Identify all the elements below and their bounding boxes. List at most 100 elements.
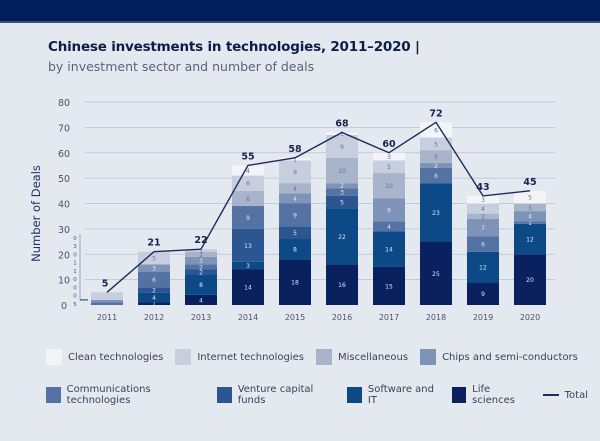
legend-item-internet: Internet technologies — [175, 349, 304, 365]
segment-label: 10 — [385, 183, 393, 190]
segment-label: 25 — [432, 271, 440, 278]
segment-label: 1 — [152, 301, 156, 308]
y-tick-label: 50 — [58, 174, 70, 185]
breakdown-label: 0 — [73, 294, 77, 300]
segment-label: 5 — [152, 256, 156, 263]
bar-segment — [279, 183, 311, 194]
bar-segment — [91, 292, 123, 300]
y-tick-label: 80 — [58, 98, 70, 109]
segment-label: 9 — [340, 144, 344, 151]
bar-segment — [138, 287, 170, 293]
legend-item-life: Life sciences — [451, 384, 531, 406]
bar-segment — [514, 254, 546, 305]
bar-segment — [185, 249, 217, 252]
segment-label: 1 — [528, 220, 532, 227]
legend-item-vc: Venture capital funds — [217, 384, 335, 406]
bar-segment — [232, 228, 264, 262]
legend-item-misc: Miscellaneous — [315, 349, 408, 365]
segment-label: 3 — [528, 205, 532, 212]
total-label: 21 — [147, 238, 160, 249]
total-label: 72 — [429, 108, 442, 119]
bar-segment — [232, 269, 264, 305]
segment-label: 6 — [246, 196, 250, 203]
bar-segment — [373, 152, 405, 161]
total-label: 45 — [523, 177, 536, 188]
bar-segment — [420, 167, 452, 184]
segment-label: 5 — [434, 154, 438, 161]
legend-swatch — [420, 349, 437, 365]
segment-label: 23 — [432, 210, 440, 217]
bar-segment — [232, 190, 264, 207]
bar-segment — [373, 198, 405, 222]
legend-swatch — [46, 387, 61, 403]
segment-label: 4 — [293, 186, 297, 193]
segment-label: 4 — [199, 297, 203, 304]
breakdown-label: 1 — [73, 261, 77, 267]
legend-label: Total — [564, 389, 588, 401]
segment-label: 1 — [293, 157, 297, 164]
x-tick-label: 2015 — [285, 313, 305, 322]
bar-segment — [279, 259, 311, 305]
segment-label: 5 — [528, 195, 532, 202]
total-label: 55 — [241, 151, 254, 162]
segment-label: 4 — [481, 206, 485, 213]
breakdown-label: 0 — [73, 285, 77, 291]
bar-segment — [467, 218, 499, 237]
breakdown-label: 3 — [73, 244, 77, 250]
segment-label: 4 — [152, 295, 156, 302]
x-tick-label: 2020 — [520, 313, 540, 322]
bar-segment — [373, 221, 405, 232]
legend-item-software: Software and IT — [347, 384, 439, 406]
segment-label: 6 — [434, 173, 438, 180]
segment-label: 3 — [387, 154, 391, 161]
segment-label: 14 — [244, 285, 252, 292]
bar-segment — [185, 251, 217, 257]
bar-segment — [467, 251, 499, 283]
segment-label: 2 — [199, 264, 203, 271]
bar-segment — [91, 299, 123, 303]
y-tick-label: 70 — [58, 123, 70, 134]
bar-segment — [420, 241, 452, 305]
segment-label: 9 — [387, 207, 391, 214]
bar-segment — [514, 221, 546, 224]
x-tick-label: 2018 — [426, 313, 446, 322]
total-label: 58 — [288, 144, 302, 155]
segment-label: 3 — [152, 266, 156, 273]
legend-swatch — [451, 387, 467, 403]
legend-label: Life sciences — [472, 384, 515, 406]
segment-label: 6 — [434, 127, 438, 134]
y-tick-label: 40 — [58, 200, 70, 211]
legend-swatch — [315, 349, 332, 365]
segment-label: 3 — [199, 258, 203, 265]
breakdown-label: 0 — [73, 277, 77, 283]
segment-label: 18 — [291, 280, 299, 287]
legend-line — [542, 394, 559, 396]
y-axis-label: Number of Deals — [29, 165, 43, 262]
y-tick-label: 20 — [58, 250, 70, 261]
y-tick-label: 30 — [58, 225, 70, 236]
y-tick-label: 60 — [58, 149, 70, 160]
x-tick-label: 2017 — [379, 313, 399, 322]
legend-row-1: Clean technologies Internet technologies… — [46, 349, 590, 365]
x-tick-label: 2016 — [332, 313, 352, 322]
segment-label: 2 — [434, 163, 438, 170]
segment-label: 4 — [246, 168, 250, 175]
bar-segment — [138, 292, 170, 303]
segment-label: 4 — [387, 224, 391, 231]
segment-label: 3 — [481, 197, 485, 204]
bar-segment — [326, 157, 358, 184]
segment-label: 4 — [528, 214, 532, 221]
bar-segment — [138, 302, 170, 305]
segment-label: 3 — [340, 190, 344, 197]
segment-label: 12 — [479, 264, 487, 271]
legend-item-comms: Communications technologies — [46, 384, 205, 406]
breakdown-label: 0 — [73, 252, 77, 258]
bar-segment — [467, 213, 499, 219]
legend-swatch — [347, 387, 362, 403]
top-banner — [0, 0, 600, 23]
breakdown-label: 5 — [73, 302, 77, 308]
x-tick-label: 2019 — [473, 313, 493, 322]
legend-swatch — [217, 387, 232, 403]
legend-item-total: Total — [542, 389, 588, 401]
bar-segment — [279, 226, 311, 240]
